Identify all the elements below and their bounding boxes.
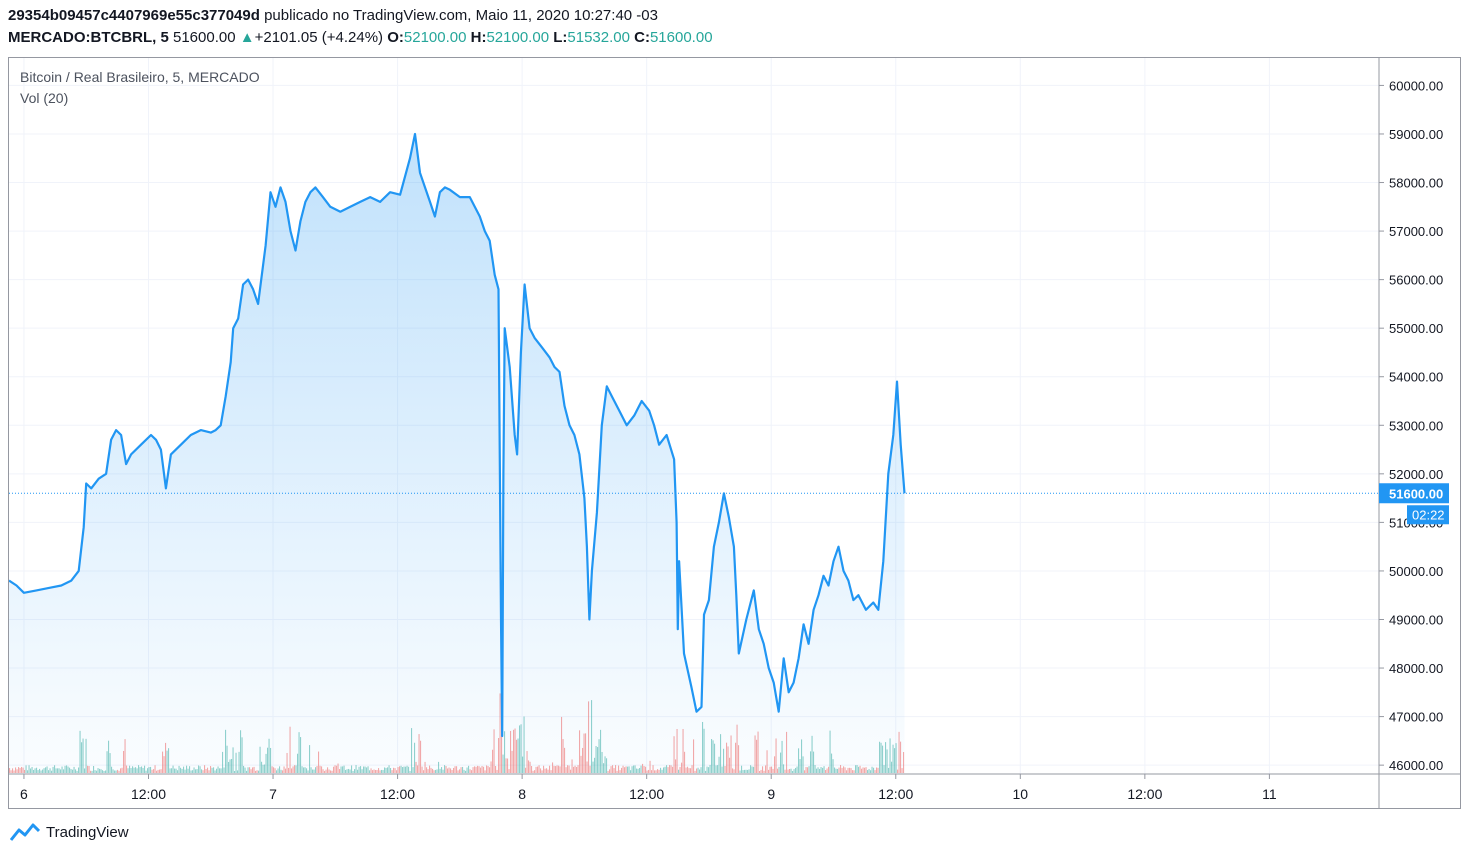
price-chart[interactable]: 46000.00 47000.00 48000.00 49000.00 50000.00… bbox=[9, 58, 1460, 808]
y-tick-label: 48000.00 bbox=[1389, 661, 1443, 676]
y-tick-label: 46000.00 bbox=[1389, 758, 1443, 773]
y-tick-label: 52000.00 bbox=[1389, 467, 1443, 482]
chart-legend-title[interactable]: Bitcoin / Real Brasileiro, 5, MERCADO bbox=[20, 69, 260, 85]
x-tick-label: 9 bbox=[767, 786, 775, 802]
y-tick-label: 58000.00 bbox=[1389, 176, 1443, 191]
x-tick-label: 8 bbox=[518, 786, 526, 802]
tradingview-logo-icon bbox=[10, 823, 40, 841]
x-tick-label: 6 bbox=[20, 786, 28, 802]
publisher-id: 29354b09457c4407969e55c377049d bbox=[8, 7, 260, 24]
x-tick-label: 12:00 bbox=[1127, 786, 1162, 802]
high-label: H: bbox=[470, 29, 487, 46]
high-value: 52100.00 bbox=[486, 29, 550, 46]
time-axis: 6 12:00 7 12:00 8 12:00 9 12:00 10 12:00 11 bbox=[9, 773, 1460, 802]
y-tick-label: 55000.00 bbox=[1389, 321, 1443, 336]
y-tick-label: 56000.00 bbox=[1389, 273, 1443, 288]
y-tick-label: 53000.00 bbox=[1389, 418, 1443, 433]
last-price: 51600.00 bbox=[173, 29, 236, 46]
symbol-label[interactable]: MERCADO:BTCBRL, 5 bbox=[8, 29, 169, 46]
last-price-tag: 51600.00 02:22 bbox=[1379, 483, 1449, 525]
y-tick-label: 60000.00 bbox=[1389, 78, 1443, 93]
low-value: 51532.00 bbox=[567, 29, 630, 46]
brand-footer[interactable]: TradingView bbox=[10, 822, 129, 842]
chart-legend-volume[interactable]: Vol (20) bbox=[20, 90, 69, 106]
open-label: O: bbox=[387, 29, 404, 46]
countdown-box bbox=[1407, 505, 1449, 525]
x-tick-label: 12:00 bbox=[629, 786, 664, 802]
x-tick-label: 12:00 bbox=[131, 786, 166, 802]
change-arrow-icon: ▲ bbox=[239, 29, 255, 46]
published-text: publicado no TradingView.com, Maio 11, 2… bbox=[264, 7, 658, 24]
ohlc-line: MERCADO:BTCBRL, 5 51600.00 ▲+2101.05 (+4… bbox=[8, 29, 713, 46]
x-tick-label: 7 bbox=[269, 786, 277, 802]
price-line bbox=[9, 132, 906, 738]
close-label: C: bbox=[634, 29, 650, 46]
close-value: 51600.00 bbox=[649, 29, 713, 46]
brand-name: TradingView bbox=[46, 823, 129, 841]
price-axis: 46000.00 47000.00 48000.00 49000.00 50000.00… bbox=[1378, 58, 1443, 808]
x-tick-label: 10 bbox=[1013, 786, 1029, 802]
low-label: L: bbox=[553, 29, 568, 46]
y-tick-label: 57000.00 bbox=[1389, 224, 1443, 239]
y-tick-label: 49000.00 bbox=[1389, 612, 1443, 627]
y-tick-label: 50000.00 bbox=[1389, 564, 1443, 579]
y-tick-label: 59000.00 bbox=[1389, 127, 1443, 142]
open-value: 52100.00 bbox=[403, 29, 467, 46]
y-tick-label: 47000.00 bbox=[1389, 710, 1443, 725]
x-tick-label: 12:00 bbox=[878, 786, 913, 802]
y-tick-label: 54000.00 bbox=[1389, 370, 1443, 385]
publish-line: 29354b09457c4407969e55c377049d publicado… bbox=[8, 7, 658, 24]
price-area bbox=[9, 134, 905, 774]
chart-frame[interactable]: 46000.00 47000.00 48000.00 49000.00 50000.00… bbox=[8, 57, 1461, 809]
change-value: +2101.05 (+4.24%) bbox=[254, 29, 384, 46]
last-price-tag-box bbox=[1379, 483, 1449, 504]
x-tick-label: 11 bbox=[1262, 786, 1277, 802]
last-price-tag-text: 51600.00 bbox=[1389, 486, 1443, 501]
x-tick-label: 12:00 bbox=[380, 786, 415, 802]
countdown-text: 02:22 bbox=[1412, 507, 1445, 522]
